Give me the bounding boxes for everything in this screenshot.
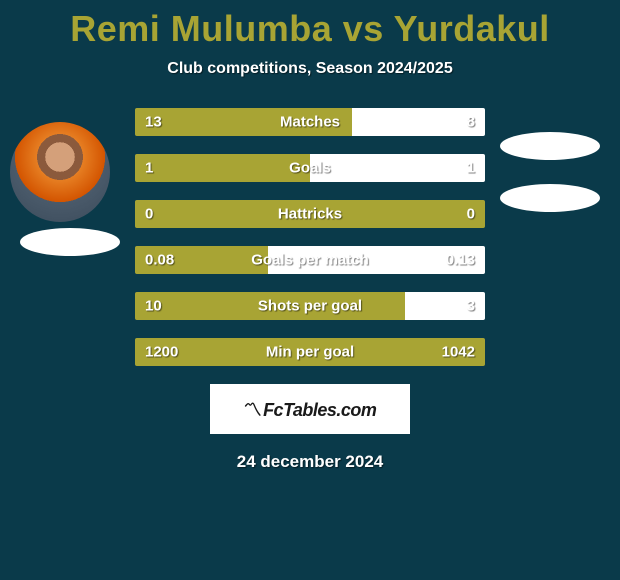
- avatar-player-left: [10, 122, 110, 222]
- stat-bar-row: 0 Hattricks 0: [135, 200, 485, 228]
- stat-bar-row: 1200 Min per goal 1042: [135, 338, 485, 366]
- stat-label: Goals per match: [251, 252, 369, 269]
- stat-bar-right-fill: [310, 154, 485, 182]
- ellipse-decoration: [500, 184, 600, 212]
- logo-icon: 〽: [244, 396, 262, 422]
- stat-bar-left-fill: [135, 154, 310, 182]
- stat-bar-right-fill: [352, 108, 485, 136]
- stat-label: Shots per goal: [258, 298, 362, 315]
- date-label: 24 december 2024: [0, 452, 620, 472]
- stat-label: Hattricks: [278, 206, 342, 223]
- stat-value-left: 13: [145, 114, 162, 131]
- ellipse-decoration: [20, 228, 120, 256]
- page-title: Remi Mulumba vs Yurdakul: [0, 0, 620, 50]
- stat-bar-row: 10 Shots per goal 3: [135, 292, 485, 320]
- stat-value-right: 0: [467, 206, 475, 223]
- stat-value-left: 1: [145, 160, 153, 177]
- logo-box: 〽FcTables.com: [210, 384, 410, 434]
- stat-bar-row: 13 Matches 8: [135, 108, 485, 136]
- stat-value-left: 10: [145, 298, 162, 315]
- stat-value-left: 0.08: [145, 252, 174, 269]
- ellipse-decoration: [500, 132, 600, 160]
- stat-value-right: 3: [467, 298, 475, 315]
- stat-label: Goals: [289, 160, 331, 177]
- stat-label: Matches: [280, 114, 340, 131]
- stat-bar-row: 1 Goals 1: [135, 154, 485, 182]
- content-area: 13Matches81Goals10Hattricks00.08Goals pe…: [0, 108, 620, 366]
- stat-value-left: 1200: [145, 344, 178, 361]
- logo-label: FcTables.com: [263, 400, 376, 420]
- stat-value-right: 1: [467, 160, 475, 177]
- stat-bar-row: 0.08 Goals per match 0.13: [135, 246, 485, 274]
- stat-value-left: 0: [145, 206, 153, 223]
- stat-bars-container: 13Matches81Goals10Hattricks00.08Goals pe…: [135, 108, 485, 366]
- stat-value-right: 1042: [442, 344, 475, 361]
- stat-value-right: 0.13: [446, 252, 475, 269]
- stat-label: Min per goal: [266, 344, 354, 361]
- subtitle: Club competitions, Season 2024/2025: [0, 60, 620, 78]
- logo-text: 〽FcTables.com: [244, 396, 377, 422]
- stat-value-right: 8: [467, 114, 475, 131]
